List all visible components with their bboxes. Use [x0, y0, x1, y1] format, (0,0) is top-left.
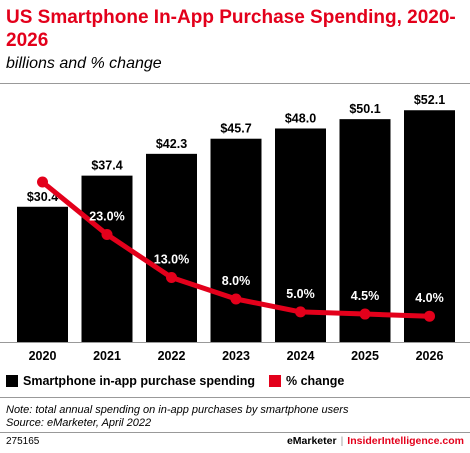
bar-2026 [404, 110, 455, 342]
chart-subtitle: billions and % change [6, 55, 162, 72]
brand-emarketer: eMarketer [286, 435, 337, 447]
pct-point-2022 [166, 272, 177, 283]
pct-point-2020 [37, 176, 48, 188]
legend-item-change: % change [268, 374, 345, 388]
x-tick-2020: 2020 [29, 349, 57, 363]
brand-separator: | [340, 435, 344, 447]
legend: Smartphone in-app purchase spending % ch… [6, 374, 358, 388]
bar-label-2023: $45.7 [220, 122, 251, 136]
x-tick-2025: 2025 [351, 349, 379, 363]
legend-swatch-change [268, 375, 281, 387]
bar-label-2025: $50.1 [349, 102, 380, 116]
x-tick-2022: 2022 [158, 349, 186, 363]
bar-2021 [81, 175, 133, 342]
bar-label-2021: $37.4 [91, 159, 122, 173]
pct-point-2021 [101, 229, 113, 240]
x-tick-2021: 2021 [93, 349, 121, 363]
pct-label-2024: 5.0% [286, 287, 315, 301]
x-tick-2024: 2024 [287, 349, 315, 363]
pct-label-2023: 8.0% [222, 274, 251, 288]
legend-label-change: % change [285, 374, 345, 388]
bar-label-2024: $48.0 [285, 111, 316, 125]
chart-id: 275165 [6, 436, 40, 447]
chart-title: US Smartphone In-App Purchase Spending, … [6, 7, 456, 51]
pct-point-2025 [359, 308, 371, 320]
legend-divider [0, 397, 470, 398]
bar-2020 [17, 206, 68, 342]
bar-label-2026: $52.1 [414, 93, 445, 107]
legend-item-spending: Smartphone in-app purchase spending [6, 374, 255, 388]
pct-label-2020: 35.2% [25, 157, 60, 171]
footnote: Note: total annual spending on in-app pu… [6, 404, 348, 430]
source-text: Source: eMarketer, April 2022 [6, 417, 152, 429]
x-tick-2023: 2023 [222, 349, 250, 363]
bar-2022 [146, 153, 197, 342]
legend-swatch-spending [6, 375, 18, 387]
brand-insider-intelligence: InsiderIntelligence.com [347, 435, 464, 447]
pct-label-2022: 13.0% [154, 253, 189, 267]
pct-label-2025: 4.5% [351, 289, 380, 303]
pct-point-2026 [424, 310, 435, 322]
legend-label-spending: Smartphone in-app purchase spending [23, 374, 255, 388]
pct-point-2023 [230, 293, 242, 305]
bar-label-2022: $42.3 [156, 137, 187, 151]
brand: eMarketer | InsiderIntelligence.com [287, 435, 464, 447]
pct-point-2024 [295, 306, 306, 318]
chart-plot: $30.4 $37.4 $42.3 $45.7 $48.0 $50.1 $52.1 2020… [0, 93, 470, 363]
bar-2025 [339, 119, 391, 342]
bar-label-2020: $30.4 [27, 190, 58, 204]
top-divider [0, 83, 470, 84]
pct-label-2021: 23.0% [89, 210, 124, 224]
note-text: Note: total annual spending on in-app pu… [6, 404, 349, 416]
x-tick-2026: 2026 [416, 349, 444, 363]
footer-divider [0, 432, 470, 433]
bar-2023 [210, 138, 262, 342]
pct-label-2026: 4.0% [415, 291, 444, 305]
